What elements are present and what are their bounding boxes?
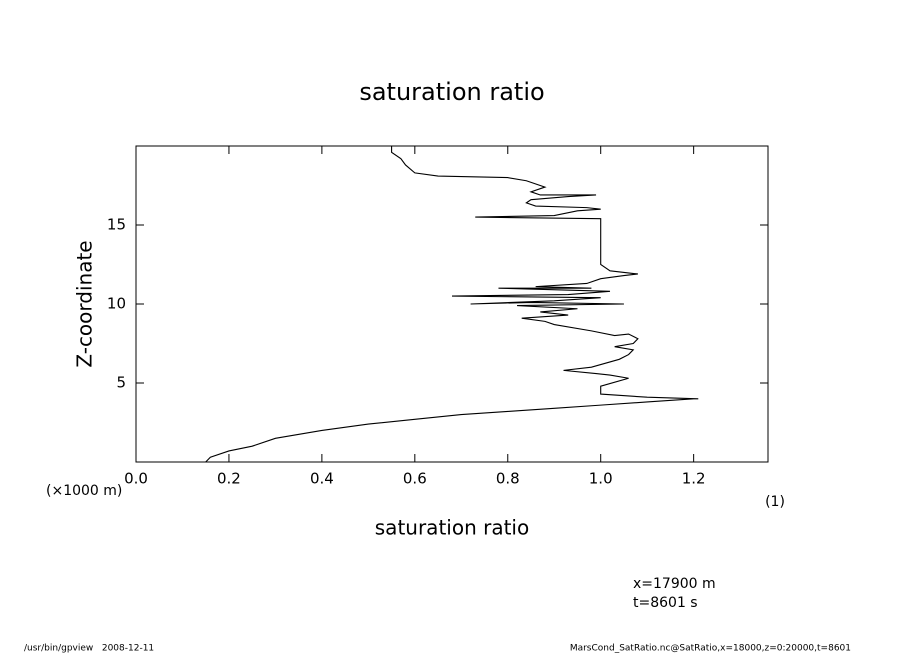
data-line bbox=[205, 146, 699, 463]
x-tick-label: 0.0 bbox=[124, 470, 148, 488]
x-axis-label: saturation ratio bbox=[375, 516, 529, 540]
y-tick-label: 15 bbox=[107, 216, 126, 234]
y-tick-label: 5 bbox=[116, 374, 126, 392]
x-tick-label: 0.4 bbox=[310, 470, 334, 488]
footer: MarsCond_SatRatio.nc@SatRatio,x=18000,z=… bbox=[570, 644, 851, 654]
x-tick-label: 0.8 bbox=[496, 470, 520, 488]
annotation: t=8601 s bbox=[633, 595, 698, 611]
x-tick-label: 1.0 bbox=[589, 470, 613, 488]
plot-frame bbox=[135, 145, 769, 463]
annotation: x=17900 m bbox=[633, 576, 716, 592]
x-tick-label: 0.2 bbox=[217, 470, 241, 488]
y-unit: (×1000 m) bbox=[46, 483, 122, 499]
x-tick-label: 0.6 bbox=[403, 470, 427, 488]
footer: /usr/bin/gpview 2008-12-11 bbox=[24, 644, 154, 654]
x-tick-label: 1.2 bbox=[682, 470, 706, 488]
x-unit: (1) bbox=[765, 494, 785, 510]
y-axis-label: Z-coordinate bbox=[73, 240, 97, 367]
y-tick-label: 10 bbox=[107, 295, 126, 313]
chart-title: saturation ratio bbox=[359, 78, 544, 106]
